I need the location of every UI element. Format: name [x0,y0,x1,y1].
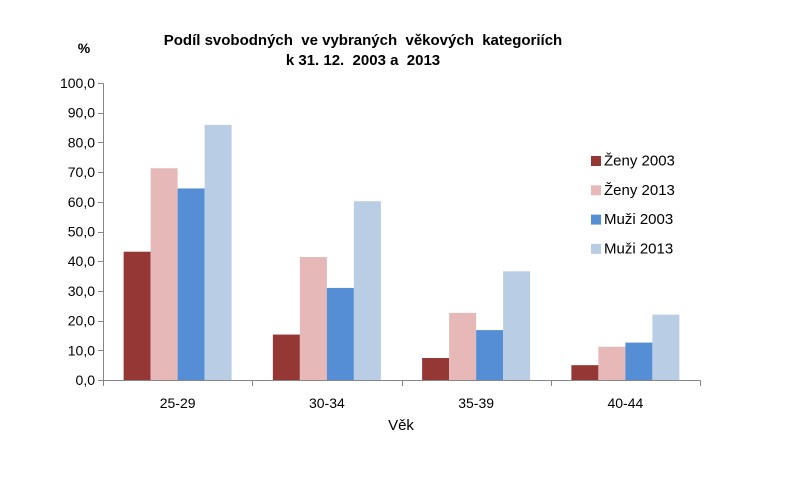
legend-swatch-zeny-2013 [591,185,601,196]
bar-muzi-2003-35-39 [476,330,504,380]
legend: Ženy 2003 Ženy 2013 Muži 2003 Muži 2013 [591,153,675,257]
bar-muzi-2003-30-34 [326,287,354,380]
y-tick-label: 60,0 [68,194,95,210]
bar-zeny-2003-30-34 [272,334,300,380]
y-tick-label: 20,0 [68,313,95,329]
bar-muzi-2013-30-34 [353,201,381,380]
y-tick-label: 100,0 [60,75,95,91]
legend-item-muzi-2013: Muži 2013 [591,240,673,257]
bar-muzi-2013-35-39 [503,271,531,380]
bar-muzi-2003-40-44 [625,342,653,380]
x-tick-label-25-29: 25-29 [160,395,196,411]
legend-label-muzi-2003: Muži 2003 [604,211,673,228]
y-axis-unit-label: % [78,40,91,56]
bar-zeny-2003-35-39 [422,358,450,380]
bar-zeny-2013-40-44 [598,346,626,380]
y-tick-label: 80,0 [68,134,95,150]
x-tick-label-40-44: 40-44 [607,395,643,411]
legend-label-zeny-2013: Ženy 2013 [604,182,675,199]
y-tick-label: 40,0 [68,253,95,269]
legend-label-muzi-2013: Muži 2013 [604,240,673,257]
bar-muzi-2013-25-29 [204,124,232,380]
bar-zeny-2003-25-29 [123,251,151,380]
legend-swatch-zeny-2003 [591,156,601,166]
legend-label-zeny-2003: Ženy 2003 [604,153,675,170]
x-axis: 25-29 30-34 35-39 40-44 [103,380,701,411]
bar-muzi-2003-25-29 [177,188,205,380]
bar-muzi-2013-40-44 [652,314,680,380]
bar-zeny-2013-35-39 [449,312,477,380]
legend-swatch-muzi-2013 [591,243,601,254]
chart-title-line-1: Podíl svobodných ve vybraných věkových k… [164,32,562,49]
chart-title-line-2: k 31. 12. 2003 a 2013 [286,52,440,69]
legend-item-zeny-2003: Ženy 2003 [591,153,675,170]
x-tick-label-30-34: 30-34 [309,395,345,411]
y-tick-label: 70,0 [68,164,95,180]
x-axis-title: Věk [388,417,414,434]
legend-item-muzi-2003: Muži 2003 [591,211,673,228]
bar-zeny-2013-25-29 [150,168,178,380]
y-tick-label: 90,0 [68,105,95,121]
chart-title: Podíl svobodných ve vybraných věkových k… [164,32,562,69]
y-tick-label: 30,0 [68,283,95,299]
bars [123,124,680,380]
legend-item-zeny-2013: Ženy 2013 [591,182,675,199]
y-tick-label: 10,0 [68,342,95,358]
bar-zeny-2003-40-44 [571,365,599,380]
legend-swatch-muzi-2003 [591,214,601,225]
y-axis: 0,0 10,0 20,0 30,0 40,0 50,0 60,0 70,0 80,0 90,0 1… [60,75,104,388]
x-tick-label-35-39: 35-39 [458,395,494,411]
y-tick-label: 50,0 [68,224,95,240]
bar-zeny-2013-30-34 [299,257,327,380]
y-tick-label: 0,0 [76,372,96,388]
